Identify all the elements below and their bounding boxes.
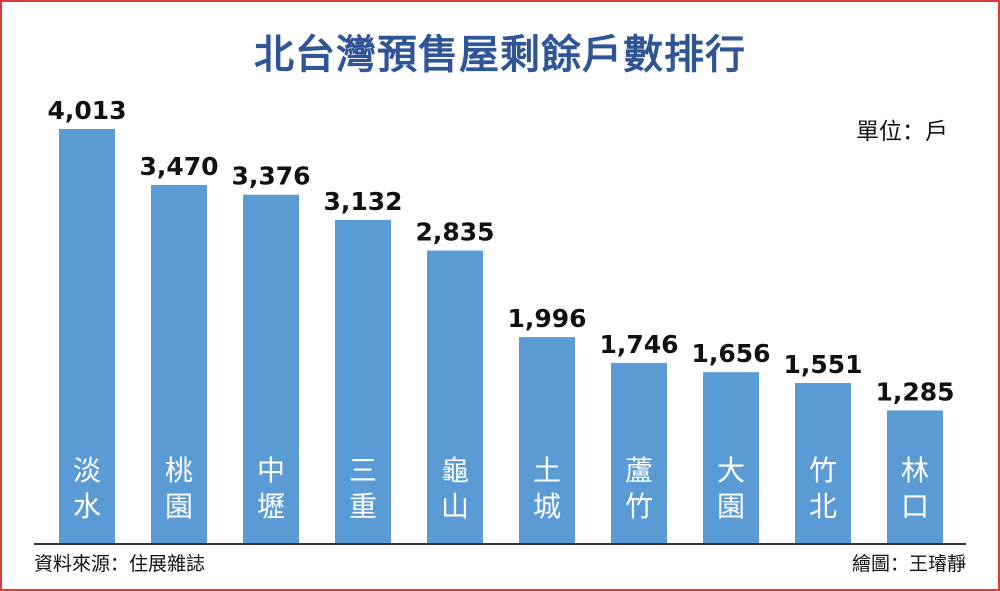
bar-7 <box>703 372 759 543</box>
category-label-4: 龜山 <box>441 454 469 523</box>
bars-layer: 4,013 淡水 3,470 桃園 3,376 中壢 3,132 三重 2,835 龜山 1,996… <box>47 96 955 544</box>
data-label-4: 2,835 <box>415 218 494 247</box>
chart-baseline <box>34 543 966 545</box>
bar-8 <box>795 382 851 543</box>
category-label-3: 三重 <box>349 454 377 523</box>
data-label-9: 1,285 <box>875 377 954 406</box>
chart-footer: 資料來源：住展雜誌 繪圖：王璿靜 <box>34 549 966 581</box>
bar-3 <box>335 219 391 543</box>
category-label-2: 中壢 <box>257 454 285 523</box>
data-label-2: 3,376 <box>231 162 310 191</box>
category-label-1: 桃園 <box>165 454 193 523</box>
data-label-7: 1,656 <box>691 339 770 368</box>
data-label-8: 1,551 <box>783 350 862 379</box>
category-label-5: 土城 <box>533 454 561 523</box>
bar-1 <box>151 185 207 543</box>
bar-2 <box>243 194 299 543</box>
credit-note: 繪圖：王璿靜 <box>851 553 966 575</box>
data-label-0: 4,013 <box>47 96 126 125</box>
bar-0 <box>59 129 115 543</box>
bar-4 <box>427 250 483 544</box>
source-note: 資料來源：住展雜誌 <box>34 553 206 575</box>
unit-label: 單位：戶 <box>856 119 948 145</box>
chart-title: 北台灣預售屋剩餘戶數排行 <box>254 32 746 78</box>
bar-6 <box>611 362 667 543</box>
data-label-1: 3,470 <box>139 152 218 181</box>
data-label-3: 3,132 <box>323 187 402 216</box>
data-label-5: 1,996 <box>507 304 586 333</box>
category-label-6: 蘆竹 <box>625 454 653 523</box>
bar-9 <box>887 410 943 543</box>
category-label-8: 竹北 <box>809 454 837 523</box>
category-label-9: 林口 <box>901 454 929 523</box>
data-label-6: 1,746 <box>599 330 678 359</box>
category-label-7: 大園 <box>717 454 745 523</box>
category-label-0: 淡水 <box>73 454 101 523</box>
bar-5 <box>519 337 575 543</box>
